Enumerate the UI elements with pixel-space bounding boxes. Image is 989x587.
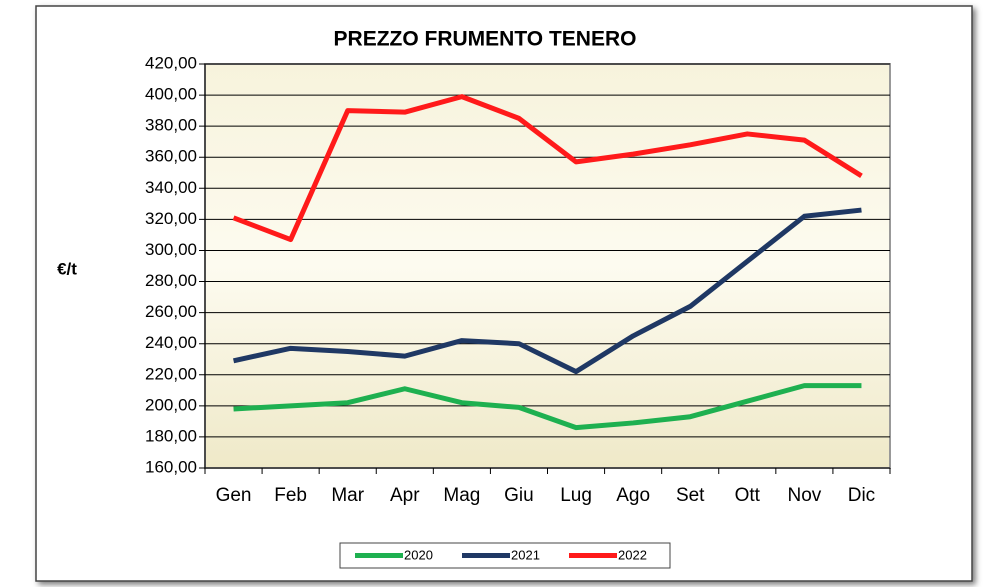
- x-tick-label: Apr: [390, 485, 420, 506]
- legend-label: 2021: [511, 547, 540, 562]
- x-tick-label: Set: [676, 485, 705, 506]
- y-tick-label: 320,00: [145, 209, 197, 228]
- x-tick-label: Feb: [274, 485, 307, 506]
- x-tick-label: Ott: [735, 485, 761, 506]
- legend-label: 2022: [618, 547, 647, 562]
- plot-area: [204, 63, 891, 469]
- y-tick-label: 340,00: [145, 178, 197, 197]
- x-tick-label: Dic: [848, 485, 875, 506]
- x-tick-label: Lug: [560, 485, 592, 506]
- chart-title: PREZZO FRUMENTO TENERO: [334, 28, 637, 51]
- y-tick-label: 260,00: [145, 302, 197, 321]
- y-tick-label: 180,00: [145, 426, 197, 445]
- y-tick-label: 280,00: [145, 271, 197, 290]
- y-tick-label: 360,00: [145, 147, 197, 166]
- x-tick-label: Gen: [216, 485, 252, 506]
- y-tick-label: 380,00: [145, 116, 197, 135]
- y-tick-label: 200,00: [145, 395, 197, 414]
- x-tick-label: Mag: [443, 485, 480, 506]
- x-tick-label: Mar: [331, 485, 364, 506]
- series-line: [233, 383, 862, 431]
- y-tick-label: 300,00: [145, 240, 197, 259]
- y-tick-label: 240,00: [145, 333, 197, 352]
- x-tick-label: Nov: [787, 485, 821, 506]
- y-axis-label: €/t: [57, 259, 77, 278]
- series-line: [232, 94, 863, 243]
- y-tick-label: 400,00: [145, 85, 197, 104]
- y-tick-label: 220,00: [145, 364, 197, 383]
- legend-label: 2020: [404, 547, 433, 562]
- y-tick-label: 420,00: [145, 53, 197, 72]
- series-line: [233, 207, 862, 375]
- x-tick-label: Ago: [616, 485, 650, 506]
- y-tick-label: 160,00: [145, 457, 197, 476]
- x-tick-label: Giu: [504, 485, 534, 506]
